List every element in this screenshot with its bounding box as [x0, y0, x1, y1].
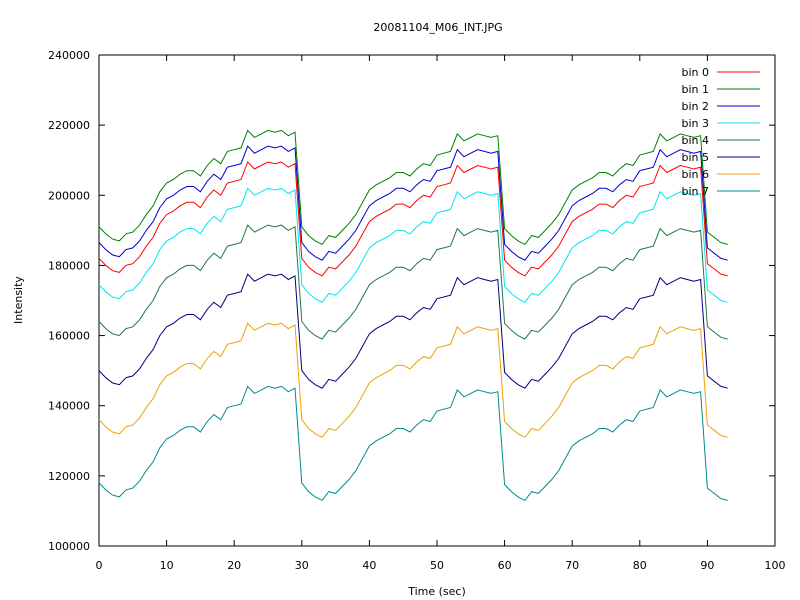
y-tick-label: 200000 — [48, 189, 90, 202]
x-axis-label: Time (sec) — [407, 585, 466, 598]
series-line-bin-3 — [98, 187, 728, 303]
legend-label-bin-6: bin 6 — [681, 168, 709, 181]
y-tick-label: 240000 — [48, 49, 90, 62]
plot-frame — [98, 54, 776, 547]
legend-label-bin-1: bin 1 — [681, 83, 709, 96]
y-axis-label: Intensity — [12, 276, 25, 324]
x-tick-label: 60 — [498, 559, 512, 572]
x-tick-label: 30 — [295, 559, 309, 572]
x-tick-label: 90 — [700, 559, 714, 572]
y-tick-label: 180000 — [48, 259, 90, 272]
y-axis: 100000 120000 140000 160000 180000 200000 2200… — [48, 49, 775, 553]
legend: bin 0 bin 1 bin 2 bin 3 bin 4 bin 5 bin 6 bin 7 — [681, 66, 760, 198]
series-line-bin-4 — [98, 224, 728, 340]
y-tick-label: 160000 — [48, 330, 90, 343]
y-tick-label: 120000 — [48, 470, 90, 483]
x-tick-label: 50 — [430, 559, 444, 572]
x-tick-label: 20 — [227, 559, 241, 572]
chart-title: 20081104_M06_INT.JPG — [373, 21, 502, 34]
y-tick-label: 220000 — [48, 119, 90, 132]
x-tick-label: 0 — [96, 559, 103, 572]
legend-label-bin-3: bin 3 — [681, 117, 709, 130]
series-line-bin-6 — [98, 322, 728, 438]
legend-label-bin-5: bin 5 — [681, 151, 709, 164]
legend-label-bin-0: bin 0 — [681, 66, 709, 79]
series-line-bin-0 — [98, 161, 728, 277]
series-lines — [98, 129, 728, 502]
legend-label-bin-4: bin 4 — [681, 134, 709, 147]
series-line-bin-7 — [98, 385, 728, 502]
x-tick-label: 70 — [565, 559, 579, 572]
x-tick-label: 10 — [160, 559, 174, 572]
x-tick-label: 40 — [362, 559, 376, 572]
series-line-bin-1 — [98, 129, 728, 246]
x-tick-label: 80 — [633, 559, 647, 572]
series-line-bin-5 — [98, 273, 728, 389]
x-axis: 0 10 20 30 40 50 60 70 80 90 100 — [96, 55, 786, 572]
y-tick-label: 140000 — [48, 400, 90, 413]
legend-label-bin-2: bin 2 — [681, 100, 709, 113]
x-tick-label: 100 — [765, 559, 786, 572]
legend-label-bin-7: bin 7 — [681, 185, 709, 198]
series-line-bin-2 — [98, 145, 728, 261]
y-tick-label: 100000 — [48, 540, 90, 553]
